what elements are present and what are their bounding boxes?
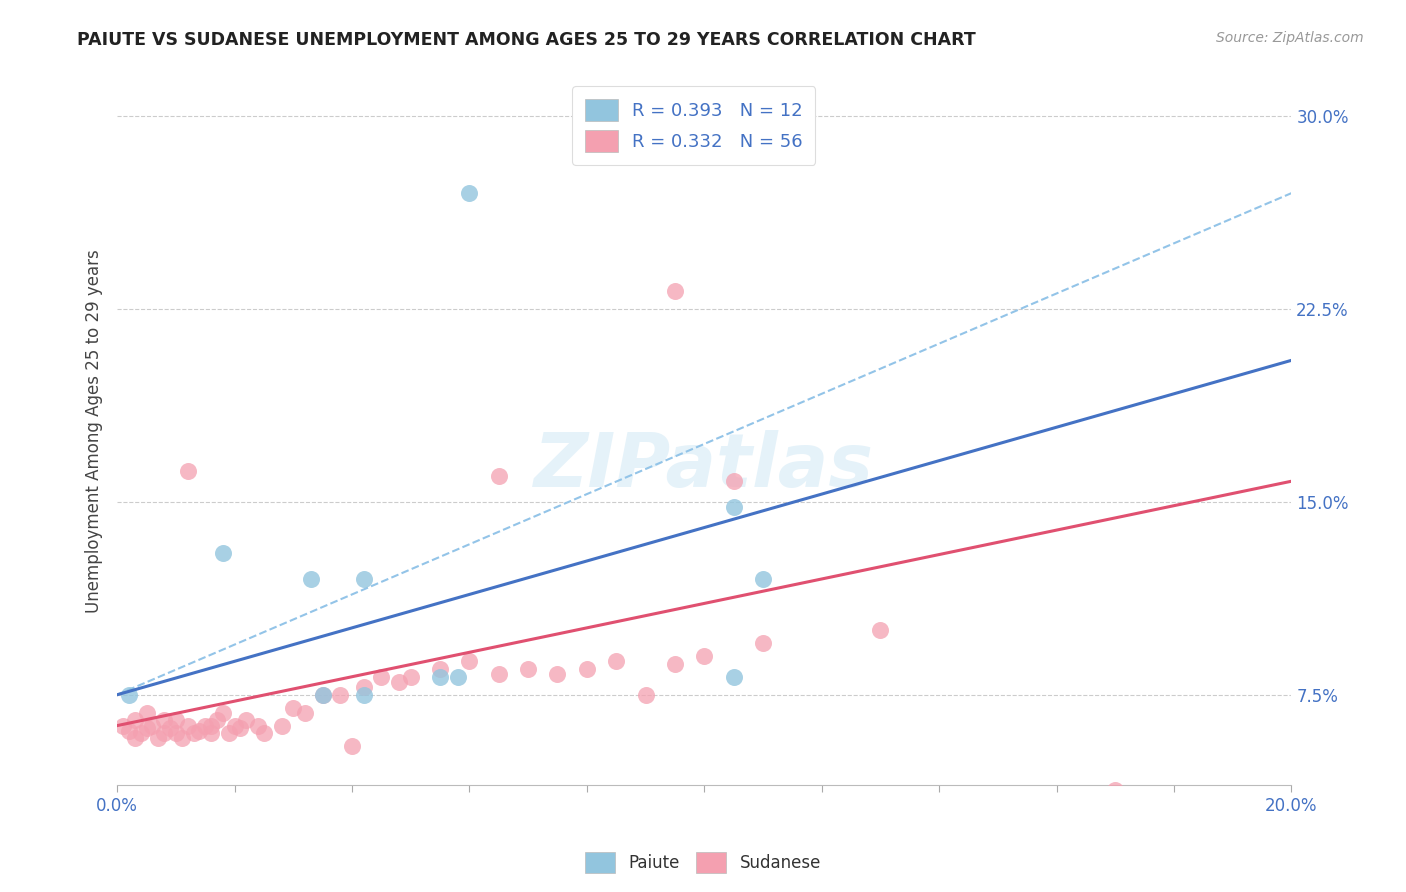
Point xyxy=(135,721,157,735)
Point xyxy=(752,636,775,650)
Point xyxy=(664,657,686,671)
Point xyxy=(200,726,222,740)
Point xyxy=(188,723,211,738)
Y-axis label: Unemployment Among Ages 25 to 29 years: Unemployment Among Ages 25 to 29 years xyxy=(86,249,103,613)
Point xyxy=(124,714,146,728)
Point xyxy=(205,714,228,728)
Point xyxy=(148,731,170,746)
Text: PAIUTE VS SUDANESE UNEMPLOYMENT AMONG AGES 25 TO 29 YEARS CORRELATION CHART: PAIUTE VS SUDANESE UNEMPLOYMENT AMONG AG… xyxy=(77,31,976,49)
Point xyxy=(176,718,198,732)
Point xyxy=(488,667,510,681)
Point xyxy=(752,572,775,586)
Point xyxy=(253,726,276,740)
Point xyxy=(124,731,146,746)
Point xyxy=(212,546,235,560)
Point xyxy=(329,688,352,702)
Point xyxy=(200,718,222,732)
Point xyxy=(118,688,141,702)
Point xyxy=(547,667,569,681)
Point xyxy=(235,714,257,728)
Point xyxy=(294,706,316,720)
Point xyxy=(605,654,627,668)
Text: Source: ZipAtlas.com: Source: ZipAtlas.com xyxy=(1216,31,1364,45)
Point xyxy=(224,718,246,732)
Point xyxy=(183,726,205,740)
Point xyxy=(723,475,745,489)
Point xyxy=(388,674,411,689)
Point xyxy=(429,662,451,676)
Point xyxy=(353,572,375,586)
Point xyxy=(176,464,198,478)
Point xyxy=(135,706,157,720)
Point xyxy=(165,714,187,728)
Point xyxy=(353,688,375,702)
Point xyxy=(112,718,135,732)
Point xyxy=(1104,783,1126,797)
Point xyxy=(311,688,333,702)
Point xyxy=(194,718,217,732)
Legend: R = 0.393   N = 12, R = 0.332   N = 56: R = 0.393 N = 12, R = 0.332 N = 56 xyxy=(572,87,815,165)
Legend: Paiute, Sudanese: Paiute, Sudanese xyxy=(578,846,828,880)
Point xyxy=(447,670,470,684)
Point xyxy=(370,670,392,684)
Point xyxy=(634,688,657,702)
Point xyxy=(575,662,598,676)
Text: ZIPatlas: ZIPatlas xyxy=(534,430,875,503)
Point xyxy=(517,662,540,676)
Point xyxy=(153,714,176,728)
Point xyxy=(118,723,141,738)
Point xyxy=(299,572,322,586)
Point xyxy=(311,688,333,702)
Point xyxy=(270,718,292,732)
Point xyxy=(723,500,745,514)
Point xyxy=(353,680,375,694)
Point xyxy=(283,700,305,714)
Point xyxy=(218,726,240,740)
Point xyxy=(153,726,176,740)
Point xyxy=(141,718,163,732)
Point xyxy=(340,739,363,754)
Point xyxy=(229,721,252,735)
Point xyxy=(247,718,270,732)
Point xyxy=(723,670,745,684)
Point xyxy=(458,654,481,668)
Point xyxy=(399,670,422,684)
Point xyxy=(129,726,152,740)
Point xyxy=(165,726,187,740)
Point xyxy=(869,624,891,638)
Point xyxy=(212,706,235,720)
Point xyxy=(458,186,481,201)
Point xyxy=(664,284,686,298)
Point xyxy=(170,731,193,746)
Point xyxy=(429,670,451,684)
Point xyxy=(488,469,510,483)
Point xyxy=(159,721,181,735)
Point xyxy=(693,649,716,664)
